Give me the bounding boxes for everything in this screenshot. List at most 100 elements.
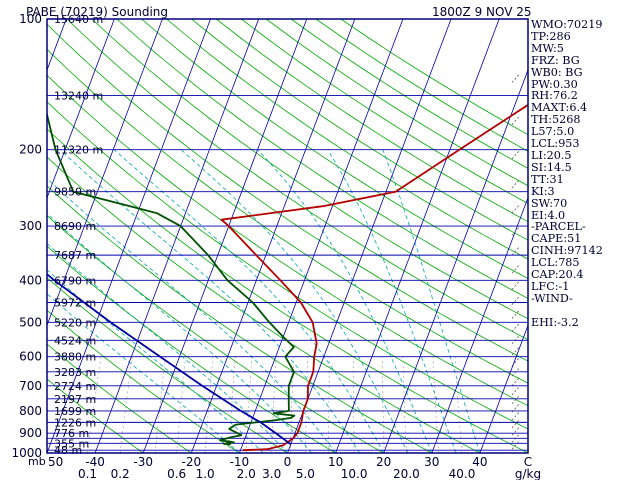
isotherm bbox=[47, 19, 115, 199]
index-line: EHI:-3.2 bbox=[531, 315, 579, 329]
height-label: 3880 m bbox=[54, 351, 96, 364]
temperature-tick-label: 40 bbox=[472, 455, 487, 469]
station-title: PABE (70219) Sounding bbox=[26, 5, 169, 19]
isotherm bbox=[287, 19, 452, 453]
mixing-ratio-label: 1.0 bbox=[196, 467, 215, 480]
index-line: LFC:-1 bbox=[531, 279, 570, 293]
height-label: 2197 m bbox=[54, 393, 96, 406]
isotherm bbox=[94, 19, 260, 453]
temperature-tick-label: -30 bbox=[133, 455, 153, 469]
isotherm bbox=[142, 19, 308, 453]
mixing-ratio-line bbox=[271, 356, 277, 453]
wind-barb bbox=[511, 334, 521, 344]
moist-adiabat bbox=[327, 149, 457, 453]
index-line: RH:76.2 bbox=[531, 89, 578, 103]
mixing-ratio-label: 2.0 bbox=[237, 467, 256, 480]
isobar-lines bbox=[47, 18, 528, 454]
height-label: 5972 m bbox=[54, 296, 96, 309]
mixing-ratio-label: 10.0 bbox=[341, 467, 368, 480]
wind-barb bbox=[511, 149, 521, 160]
pressure-tick-label: 200 bbox=[19, 143, 42, 157]
wind-barb bbox=[511, 385, 521, 396]
index-line: LI:20.5 bbox=[531, 148, 572, 162]
index-line: TH:5268 bbox=[531, 113, 581, 127]
mixing-ratio-line bbox=[432, 356, 439, 453]
pressure-tick-label: 900 bbox=[19, 426, 42, 440]
mixing-ratio-unit: g/kg bbox=[515, 467, 541, 480]
index-line: WMO:70219 bbox=[531, 18, 603, 31]
isotherm bbox=[0, 19, 18, 453]
index-line: TT:31 bbox=[531, 172, 564, 186]
temperature-tick-label: 50 bbox=[48, 455, 63, 469]
isotherm bbox=[335, 19, 500, 453]
wind-barb bbox=[511, 410, 521, 421]
isotherm bbox=[239, 19, 404, 453]
wind-barb bbox=[511, 425, 521, 436]
mixing-ratio-line bbox=[454, 356, 463, 453]
trace-temperature bbox=[220, 103, 528, 452]
moist-adiabat bbox=[382, 149, 481, 453]
mixing-ratio-line bbox=[245, 356, 253, 453]
height-label: 776 m bbox=[54, 427, 89, 440]
index-line: LCL:785 bbox=[531, 256, 580, 270]
trace-dewpoint bbox=[47, 110, 296, 446]
wind-barb bbox=[511, 115, 521, 125]
time-label: 1800Z 9 NOV 25 bbox=[432, 5, 532, 19]
height-label: 8690 m bbox=[54, 220, 96, 233]
temperature-tick-label: -20 bbox=[181, 455, 201, 469]
wind-barb bbox=[511, 203, 521, 214]
wind-barb bbox=[511, 73, 521, 83]
isotherm bbox=[190, 19, 356, 453]
pressure-tick-label: 800 bbox=[19, 404, 42, 418]
height-label: 4524 m bbox=[54, 334, 96, 347]
temperature-tick-label: -10 bbox=[230, 455, 250, 469]
height-label: 2724 m bbox=[54, 380, 96, 393]
isotherm bbox=[47, 19, 211, 453]
trace-parcel bbox=[47, 273, 292, 446]
index-line: L57:5.0 bbox=[531, 125, 575, 139]
pressure-tick-label: 700 bbox=[19, 379, 42, 393]
moist-adiabat bbox=[180, 149, 409, 453]
height-label: 11320 m bbox=[54, 144, 103, 157]
height-label: 7687 m bbox=[54, 249, 96, 262]
index-line: FRZ: BG bbox=[531, 53, 580, 67]
mixing-ratio-label: 5.0 bbox=[296, 467, 315, 480]
temperature-tick-label: 0 bbox=[284, 455, 292, 469]
height-label: 1699 m bbox=[54, 405, 96, 418]
index-line: LCL:953 bbox=[531, 137, 580, 151]
index-line: CAPE:51 bbox=[531, 232, 582, 246]
pressure-tick-label: 600 bbox=[19, 350, 42, 364]
mixing-ratio-label: 0.6 bbox=[167, 467, 186, 480]
isotherm bbox=[47, 19, 163, 327]
pressure-tick-label: 400 bbox=[19, 273, 42, 287]
temperature-tick-label: -40 bbox=[85, 455, 105, 469]
indices-panel: WMO:70219 TP:286 MW:5 FRZ: BG WB0: BG PW:0.30… bbox=[531, 19, 640, 329]
pressure-tick-label: 1000 bbox=[11, 446, 42, 460]
mixing-ratio-label: 3.0 bbox=[262, 467, 281, 480]
index-line: MAXT:6.4 bbox=[531, 101, 588, 115]
index-line bbox=[531, 305, 640, 317]
x-axis-start-label: mb bbox=[28, 455, 46, 468]
mixing-ratio-line bbox=[402, 356, 407, 453]
temperature-tick-label: 20 bbox=[376, 455, 391, 469]
mixing-ratio-label: 0.1 bbox=[78, 467, 97, 480]
index-line: KI:3 bbox=[531, 184, 555, 198]
isotherm bbox=[383, 68, 528, 453]
mixing-ratio-line bbox=[228, 356, 236, 453]
height-label: 13240 m bbox=[54, 89, 103, 102]
mixing-ratio-line bbox=[305, 356, 309, 453]
mixing-ratio-label: 20.0 bbox=[393, 467, 420, 480]
index-line: -WIND- bbox=[531, 291, 573, 305]
mixing-ratio-line bbox=[353, 356, 355, 453]
mixing-ratio-line bbox=[154, 356, 166, 453]
surface-dewpoint-marker bbox=[226, 440, 232, 446]
index-line: SI:14.5 bbox=[531, 160, 572, 174]
pressure-tick-label: 500 bbox=[19, 315, 42, 329]
pressure-tick-label: 300 bbox=[19, 219, 42, 233]
temperature-tick-label: 30 bbox=[424, 455, 439, 469]
index-line: SW:70 bbox=[531, 196, 568, 210]
wind-barb bbox=[511, 322, 521, 332]
isotherm bbox=[431, 196, 528, 453]
index-line: WB0: BG bbox=[531, 65, 583, 79]
